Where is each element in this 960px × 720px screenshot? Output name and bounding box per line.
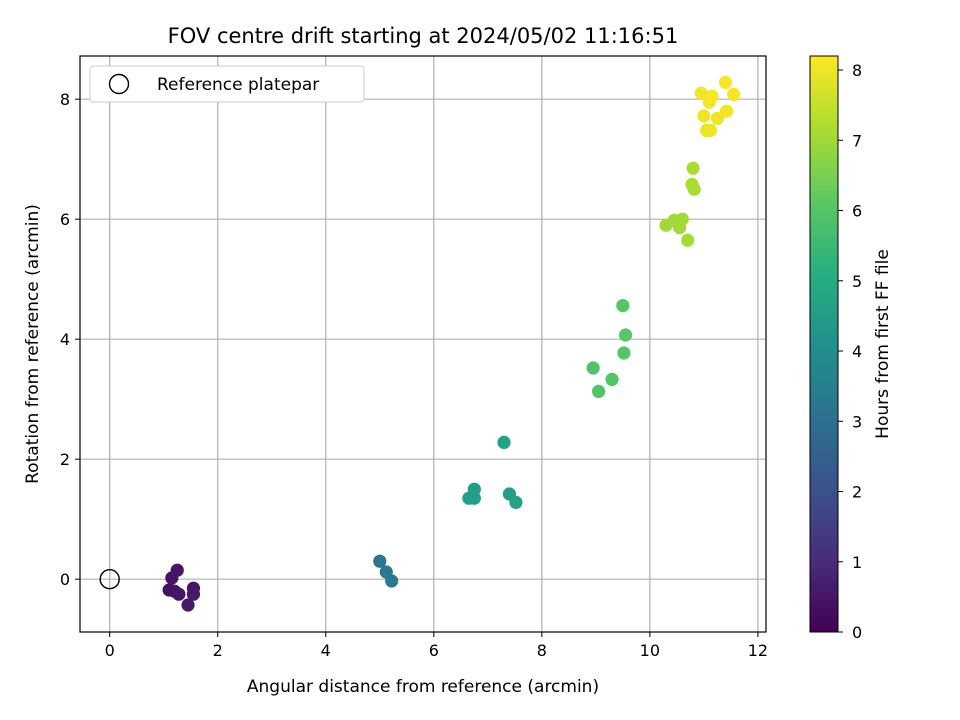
x-tick-label: 6 xyxy=(429,641,439,660)
x-tick-label: 12 xyxy=(748,641,768,660)
scatter-point xyxy=(170,563,184,577)
legend: Reference platepar xyxy=(89,65,365,103)
grid-lines xyxy=(80,56,766,632)
scatter-point xyxy=(718,75,733,89)
scatter-point xyxy=(697,109,711,123)
colorbar-label: Hours from first FF file xyxy=(873,249,893,439)
x-tick-label: 0 xyxy=(105,641,115,660)
x-axis-label: Angular distance from reference (arcmin) xyxy=(247,677,599,697)
x-tick-label: 4 xyxy=(321,641,331,660)
chart-title: FOV centre drift starting at 2024/05/02 … xyxy=(168,24,679,48)
x-tick-label: 8 xyxy=(537,641,547,660)
scatter-point xyxy=(703,123,717,137)
scatter-point xyxy=(710,111,724,125)
scatter-point xyxy=(616,299,630,313)
scatter-point xyxy=(467,491,481,505)
scatter-point xyxy=(172,587,186,601)
colorbar-tick-label: 2 xyxy=(852,483,862,502)
colorbar-tick-label: 5 xyxy=(852,272,862,291)
scatter-point xyxy=(617,346,631,360)
reference-platepar-marker xyxy=(99,569,120,590)
y-tick-label: 8 xyxy=(60,90,70,109)
scatter-point xyxy=(705,89,719,103)
y-tick-label: 2 xyxy=(60,450,70,469)
scatter-point xyxy=(726,87,741,101)
scatter-point xyxy=(719,104,734,118)
colorbar-tick-label: 8 xyxy=(852,61,862,80)
x-tick-label: 2 xyxy=(213,641,223,660)
scatter-point xyxy=(687,182,701,196)
colorbar-tick-label: 3 xyxy=(852,412,862,431)
y-axis-label: Rotation from reference (arcmin) xyxy=(23,204,43,484)
colorbar-ticks: 0 1 2 3 4 5 6 7 8 xyxy=(838,61,862,642)
scatter-point xyxy=(686,161,700,175)
colorbar-tick-label: 7 xyxy=(852,131,862,150)
colorbar-tick-label: 0 xyxy=(852,623,862,642)
colorbar-gradient xyxy=(809,55,839,633)
y-tick-label: 6 xyxy=(60,210,70,229)
scatter-point xyxy=(181,598,195,612)
y-tick-label: 4 xyxy=(60,330,70,349)
colorbar-tick-label: 1 xyxy=(852,553,862,572)
plot-frame xyxy=(79,55,767,633)
legend-label: Reference platepar xyxy=(157,75,319,95)
scatter-point xyxy=(509,495,523,509)
y-axis-ticks: 0 2 4 6 8 xyxy=(60,90,80,589)
scatter-point xyxy=(591,384,606,398)
scatter-point xyxy=(681,233,695,247)
data-points xyxy=(162,75,741,612)
scatter-point xyxy=(675,212,689,226)
x-axis-ticks: 0 2 4 6 8 10 12 xyxy=(105,632,768,660)
colorbar-tick-label: 4 xyxy=(852,342,862,361)
x-tick-label: 10 xyxy=(640,641,660,660)
colorbar-tick-label: 6 xyxy=(852,202,862,221)
scatter-point xyxy=(373,554,387,568)
scatter-point xyxy=(605,372,619,386)
scatter-point xyxy=(186,587,201,601)
colorbar: 0 1 2 3 4 5 6 7 8 Hours from first FF file xyxy=(809,55,893,642)
scatter-point xyxy=(618,328,633,342)
y-tick-label: 0 xyxy=(60,570,70,589)
scatter-point xyxy=(694,86,708,100)
scatter-point xyxy=(497,435,511,449)
legend-box xyxy=(89,65,365,103)
scatter-point xyxy=(385,574,399,588)
reference-point xyxy=(99,569,120,590)
legend-marker-open-circle-icon xyxy=(108,73,130,95)
scatter-point xyxy=(586,361,600,375)
